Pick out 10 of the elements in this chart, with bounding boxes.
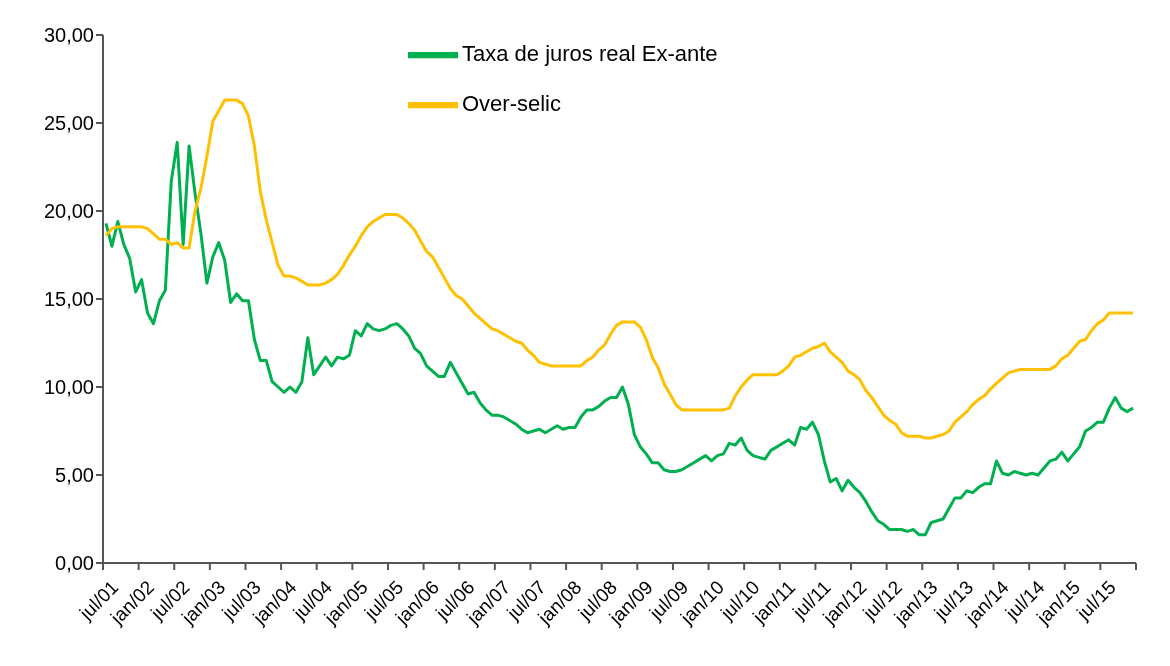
y-tick-label: 30,00 (43, 24, 94, 47)
legend-label: Taxa de juros real Ex-ante (462, 40, 718, 66)
y-tick-label: 15,00 (43, 288, 94, 311)
y-tick-label: 25,00 (43, 112, 94, 135)
y-tick-label: 10,00 (43, 376, 94, 399)
line-series (104, 140, 1135, 537)
y-tick-label: 5,00 (55, 464, 94, 487)
legend-label: Over-selic (462, 90, 562, 116)
y-tick-label: 20,00 (43, 200, 94, 223)
y-tick-label: 0,00 (55, 552, 94, 575)
